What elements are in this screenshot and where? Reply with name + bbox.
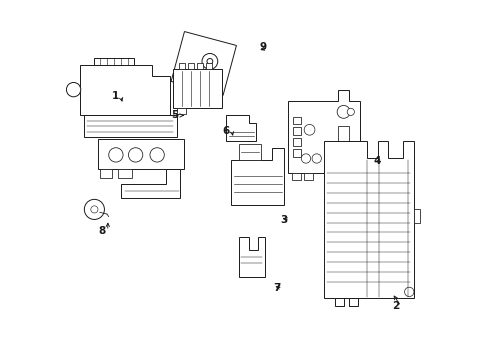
Polygon shape <box>239 144 261 160</box>
Circle shape <box>202 54 218 69</box>
Polygon shape <box>294 149 300 157</box>
Circle shape <box>84 199 104 220</box>
Text: 4: 4 <box>374 156 381 166</box>
Text: 8: 8 <box>98 226 106 236</box>
Text: 1: 1 <box>112 91 119 101</box>
Text: 5: 5 <box>172 111 179 121</box>
Polygon shape <box>171 32 236 95</box>
Polygon shape <box>80 65 170 116</box>
Circle shape <box>91 206 98 213</box>
Polygon shape <box>335 298 343 306</box>
Polygon shape <box>179 63 185 69</box>
Text: 2: 2 <box>392 301 399 311</box>
Polygon shape <box>338 126 349 151</box>
Polygon shape <box>205 63 212 69</box>
Polygon shape <box>226 116 256 140</box>
Polygon shape <box>196 63 203 69</box>
Text: 9: 9 <box>259 42 267 52</box>
Polygon shape <box>292 173 300 180</box>
Polygon shape <box>95 58 134 65</box>
Polygon shape <box>122 169 180 198</box>
Polygon shape <box>324 140 414 298</box>
Text: 3: 3 <box>281 215 288 225</box>
Circle shape <box>207 59 213 64</box>
Polygon shape <box>304 173 313 180</box>
Text: 7: 7 <box>273 283 281 293</box>
Circle shape <box>304 125 315 135</box>
Polygon shape <box>288 90 360 173</box>
Polygon shape <box>414 209 420 223</box>
Polygon shape <box>100 169 112 178</box>
Polygon shape <box>118 169 132 178</box>
Polygon shape <box>349 298 358 306</box>
Polygon shape <box>231 148 285 205</box>
Polygon shape <box>177 108 186 114</box>
Circle shape <box>347 108 354 116</box>
Polygon shape <box>294 127 300 135</box>
Circle shape <box>301 154 311 163</box>
Text: 6: 6 <box>222 126 230 135</box>
Polygon shape <box>239 237 265 277</box>
Polygon shape <box>190 86 205 95</box>
Circle shape <box>128 148 143 162</box>
Circle shape <box>109 148 123 162</box>
Circle shape <box>150 148 164 162</box>
Polygon shape <box>84 116 177 137</box>
Circle shape <box>312 154 321 163</box>
Polygon shape <box>188 63 194 69</box>
Circle shape <box>337 105 350 118</box>
Polygon shape <box>173 69 221 108</box>
Polygon shape <box>98 139 184 169</box>
Polygon shape <box>294 138 300 146</box>
Circle shape <box>405 287 414 297</box>
Polygon shape <box>294 117 300 125</box>
Circle shape <box>67 82 81 97</box>
